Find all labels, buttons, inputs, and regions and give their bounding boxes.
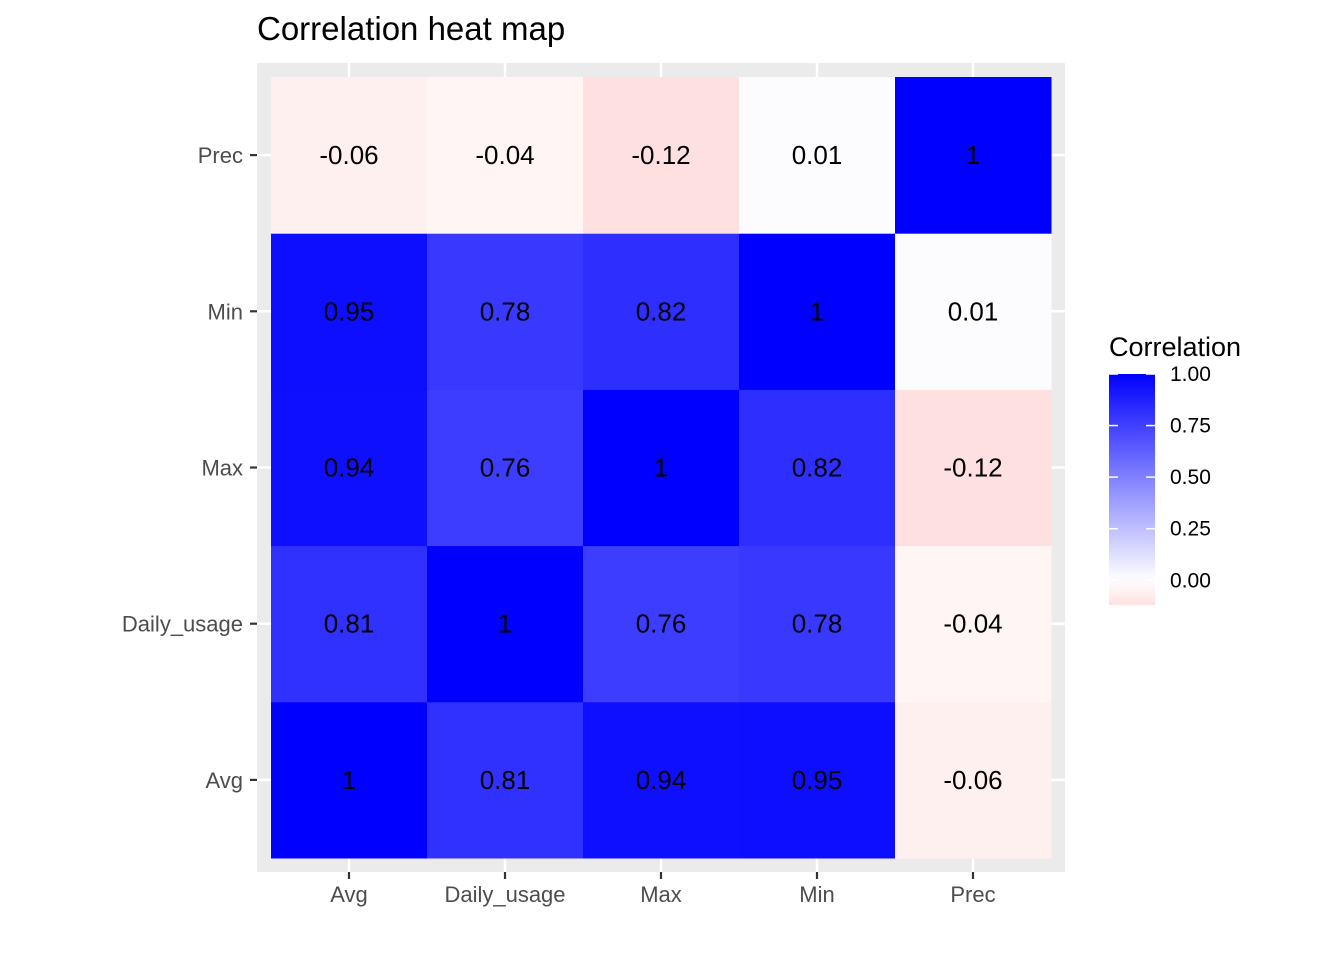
- heatmap-cell: [739, 77, 896, 234]
- cell-value-label: 0.78: [480, 296, 531, 326]
- heatmap-cell: [583, 77, 740, 234]
- heatmap-cell: [271, 389, 428, 547]
- heatmap-cell: [427, 701, 584, 859]
- heatmap-cell: [895, 77, 1052, 234]
- heatmap-cell: [895, 701, 1052, 859]
- legend-break-label: 0.75: [1170, 415, 1211, 438]
- cell-value-label: -0.04: [943, 609, 1002, 639]
- cell-labels: 1 0.81 0.94 0.95 -0.06 0.81 1 0.76 0.78 -0.04 0.94…: [319, 140, 1002, 795]
- heatmap-cell: [427, 77, 584, 234]
- x-axis-tick-label: Prec: [950, 882, 995, 907]
- cell-value-label: 0.01: [792, 140, 843, 170]
- heatmap-cell: [271, 545, 428, 703]
- legend-break-label: 0.25: [1170, 518, 1211, 541]
- heatmap-cell: [895, 233, 1052, 390]
- cell-value-label: 1: [966, 140, 980, 170]
- heatmap-cell: [895, 389, 1052, 547]
- cell-value-label: 0.76: [480, 453, 531, 483]
- heatmap-cell: [583, 545, 740, 703]
- cell-value-label: 1: [498, 609, 512, 639]
- cell-value-label: 0.82: [792, 453, 843, 483]
- x-axis-tick-label: Max: [640, 882, 682, 907]
- cell-value-label: 1: [654, 453, 668, 483]
- heatmap-cell: [271, 77, 428, 234]
- legend-break-label: 0.00: [1170, 569, 1211, 592]
- cell-value-label: 0.78: [792, 609, 843, 639]
- y-axis-tick-label: Min: [208, 299, 243, 324]
- heatmap-cells: [271, 77, 1052, 859]
- cell-value-label: 0.94: [636, 765, 687, 795]
- heatmap-cell: [427, 233, 584, 390]
- cell-value-label: -0.04: [475, 140, 534, 170]
- y-axis-tick-label: Avg: [205, 768, 243, 793]
- legend-break-label: 1.00: [1170, 363, 1211, 386]
- heatmap-cell: [739, 233, 896, 390]
- cell-value-label: 1: [342, 765, 356, 795]
- cell-value-label: 0.95: [324, 296, 375, 326]
- cell-value-label: 0.76: [636, 609, 687, 639]
- cell-value-label: -0.12: [943, 453, 1002, 483]
- chart-title: Correlation heat map: [257, 10, 565, 47]
- cell-value-label: 0.01: [948, 296, 999, 326]
- legend-title: Correlation: [1109, 332, 1241, 362]
- cell-value-label: 0.81: [324, 609, 375, 639]
- legend-break-label: 0.50: [1170, 466, 1211, 489]
- heatmap-cell: [739, 701, 896, 859]
- cell-value-label: 1: [810, 296, 824, 326]
- x-axis-tick-label: Avg: [330, 882, 368, 907]
- cell-value-label: 0.95: [792, 765, 843, 795]
- y-axis-tick-label: Daily_usage: [122, 612, 243, 637]
- heatmap-cell: [271, 701, 428, 859]
- heatmap-cell: [739, 545, 896, 703]
- cell-value-label: 0.82: [636, 296, 687, 326]
- axes: Avg Daily_usage Max Min Prec Avg Daily_usage Ma…: [122, 143, 996, 907]
- cell-value-label: 0.94: [324, 453, 375, 483]
- y-axis-tick-label: Prec: [198, 143, 243, 168]
- heatmap-cell: [739, 389, 896, 547]
- heatmap-cell: [583, 233, 740, 390]
- legend: Correlation 0.00 0.25 0.50 0.75 1.00: [1109, 332, 1241, 605]
- heatmap-cell: [427, 389, 584, 547]
- heatmap-cell: [583, 389, 740, 547]
- heatmap-cell: [583, 701, 740, 859]
- cell-value-label: -0.12: [631, 140, 690, 170]
- y-axis-tick-label: Max: [201, 456, 243, 481]
- heatmap-cell: [895, 545, 1052, 703]
- cell-value-label: 0.81: [480, 765, 531, 795]
- cell-value-label: -0.06: [319, 140, 378, 170]
- cell-value-label: -0.06: [943, 765, 1002, 795]
- heatmap-cell: [427, 545, 584, 703]
- x-axis-tick-label: Daily_usage: [444, 882, 565, 907]
- heatmap-cell: [271, 233, 428, 390]
- x-axis-tick-label: Min: [799, 882, 834, 907]
- legend-colorbar: [1109, 374, 1155, 605]
